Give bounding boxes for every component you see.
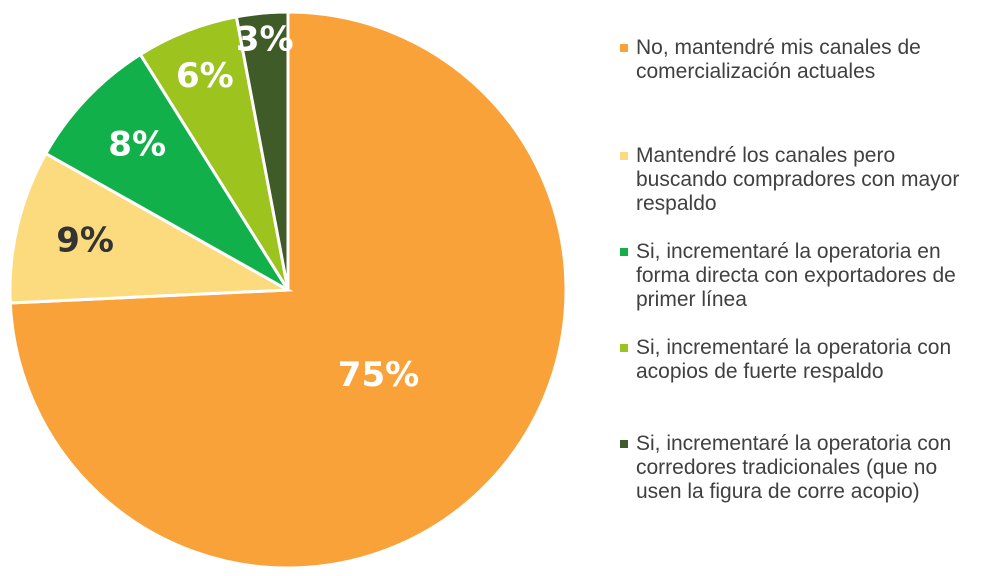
legend-label: Si, incrementaré la operatoria con acopi…	[636, 336, 952, 383]
legend-item: Si, incrementaré la operatoria con acopi…	[620, 336, 986, 384]
slice-label: 8%	[108, 125, 166, 165]
legend-swatch	[620, 248, 628, 256]
slices	[8, 10, 568, 570]
legend-item: No, mantendré mis canales de comercializ…	[620, 36, 986, 84]
slice-label: 75%	[338, 355, 419, 395]
legend-label: Si, incrementaré la operatoria en forma …	[636, 240, 956, 311]
legend-label: No, mantendré mis canales de comercializ…	[636, 36, 921, 83]
legend-swatch	[620, 440, 628, 448]
slice-label: 3%	[236, 19, 294, 59]
legend-item: Si, incrementaré la operatoria en forma …	[620, 240, 986, 312]
legend-swatch	[620, 44, 628, 52]
slice-label: 9%	[56, 220, 114, 260]
legend-label: Si, incrementaré la operatoria con corre…	[636, 432, 952, 503]
pie-slice	[8, 151, 294, 305]
legend-swatch	[620, 152, 628, 160]
legend-item: Si, incrementaré la operatoria con corre…	[620, 432, 986, 504]
legend-label: Mantendré los canales pero buscando comp…	[636, 144, 960, 215]
slice-label: 6%	[176, 56, 234, 96]
pie-slice	[43, 52, 290, 292]
legend-swatch	[620, 344, 628, 352]
labels: 75% 9% 8%6%3%	[56, 19, 419, 394]
legend-item: Mantendré los canales pero buscando comp…	[620, 144, 986, 216]
pie-slice	[234, 10, 290, 291]
